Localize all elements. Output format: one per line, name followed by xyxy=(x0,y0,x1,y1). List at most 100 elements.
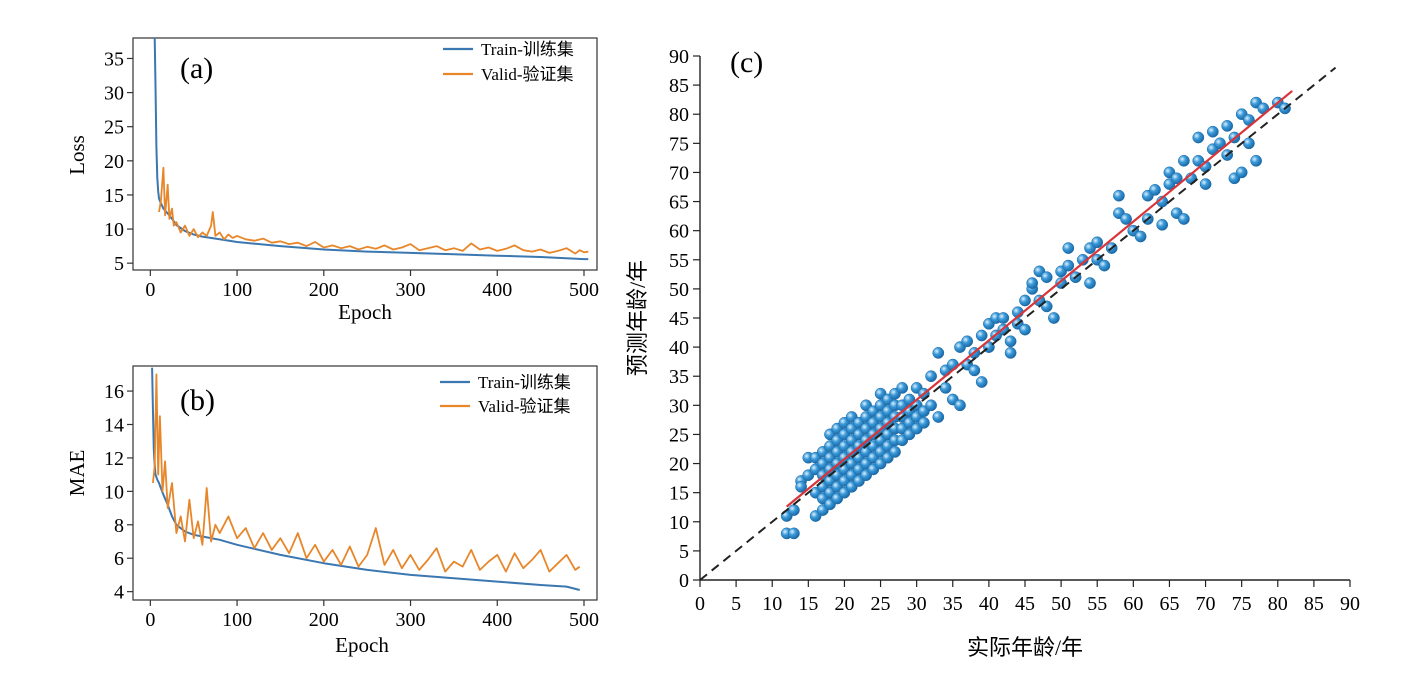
loss-series-line-valid xyxy=(158,166,589,255)
scatter-point xyxy=(954,399,966,412)
scatter-point xyxy=(1098,259,1111,272)
scatter-y-tick-label: 0 xyxy=(679,570,689,592)
identity-line xyxy=(699,66,1337,581)
scatter-y-tick-label: 50 xyxy=(669,279,689,301)
mae-y-tick-label: 8 xyxy=(114,515,124,537)
scatter-y-tick-label: 25 xyxy=(669,424,689,446)
scatter-point xyxy=(1250,154,1262,167)
scatter-point xyxy=(1199,178,1212,190)
fit-line xyxy=(785,90,1293,508)
scatter-point xyxy=(946,358,959,371)
scatter-point xyxy=(939,382,952,394)
scatter-x-axis-label: 实际年龄/年 xyxy=(967,635,1083,660)
loss-legend: Train-训练集 Valid-验证集 xyxy=(443,40,574,84)
mae-legend: Train-训练集 Valid-验证集 xyxy=(440,373,571,416)
mae-x-tick-label: 500 xyxy=(569,609,599,631)
scatter-point xyxy=(925,370,937,383)
scatter-point xyxy=(1134,230,1147,243)
scatter-x-tick-label: 25 xyxy=(871,593,891,615)
scatter-point xyxy=(889,446,901,458)
scatter-y-tick-label: 85 xyxy=(669,75,689,97)
scatter-point xyxy=(932,411,945,423)
scatter-y-tick-label: 35 xyxy=(669,366,689,388)
scatter-x-tick-label: 65 xyxy=(1159,593,1179,615)
loss-x-tick-label: 0 xyxy=(145,279,155,301)
scatter-x-tick-label: 10 xyxy=(762,593,782,615)
scatter-x-tick-label: 30 xyxy=(907,593,927,615)
mae-series-line-valid xyxy=(152,373,581,573)
scatter-y-tick-label: 60 xyxy=(669,221,689,243)
scatter-x-tick-label: 0 xyxy=(695,593,705,615)
mae-y-tick-label: 14 xyxy=(104,415,124,437)
scatter-x-tick-label: 70 xyxy=(1196,593,1216,615)
scatter-x-tick-label: 50 xyxy=(1051,593,1071,615)
loss-x-axis-label: Epoch xyxy=(338,300,392,324)
mae-ticks: 0 100 200 300 400 500 4 6 8 10 12 14 16 xyxy=(104,381,599,631)
scatter-point xyxy=(1120,213,1132,225)
scatter-point xyxy=(795,480,807,493)
loss-y-tick-label: 35 xyxy=(104,48,124,70)
mae-legend-valid-label: Valid-验证集 xyxy=(478,397,571,416)
scatter-point xyxy=(975,376,988,388)
scatter-x-tick-label: 85 xyxy=(1304,593,1324,615)
mae-series-line-train xyxy=(151,367,580,591)
scatter-x-tick-label: 5 xyxy=(731,593,741,615)
scatter-point xyxy=(997,312,1010,324)
scatter-point xyxy=(1084,277,1096,289)
mae-legend-train-label: Train-训练集 xyxy=(478,373,571,392)
scatter-panel-label: (c) xyxy=(730,46,763,79)
scatter-x-tick-label: 35 xyxy=(943,593,963,615)
scatter-point xyxy=(1156,218,1169,231)
scatter-y-tick-label: 55 xyxy=(669,250,689,272)
loss-x-tick-label: 300 xyxy=(396,279,426,301)
loss-ticks: 0 100 200 300 400 500 5 10 15 20 25 30 35 xyxy=(104,48,599,301)
scatter-point xyxy=(925,399,937,412)
scatter-point xyxy=(1243,137,1255,150)
scatter-x-tick-label: 20 xyxy=(834,593,854,615)
mae-plot-frame xyxy=(132,365,598,601)
loss-y-tick-label: 30 xyxy=(104,83,124,105)
scatter-y-tick-label: 5 xyxy=(679,541,689,563)
scatter-point xyxy=(1178,154,1190,167)
scatter-y-tick-label: 90 xyxy=(669,46,689,68)
mae-x-tick-label: 0 xyxy=(145,609,155,631)
scatter-x-tick-label: 45 xyxy=(1015,593,1035,615)
loss-y-tick-label: 20 xyxy=(104,151,124,173)
scatter-ticks: 0 5 10 15 20 25 30 35 40 45 50 55 60 65 70 75 80 85 90 0 5 10… xyxy=(669,46,1360,615)
scatter-points xyxy=(780,96,1291,540)
loss-x-tick-label: 500 xyxy=(569,279,599,301)
scatter-point xyxy=(1062,242,1075,254)
mae-x-tick-label: 400 xyxy=(482,609,512,631)
mae-y-tick-label: 16 xyxy=(104,381,124,403)
scatter-point xyxy=(1026,277,1039,289)
scatter-point xyxy=(968,364,981,377)
scatter-y-tick-label: 10 xyxy=(669,512,689,534)
scatter-y-tick-label: 75 xyxy=(669,133,689,155)
scatter-point xyxy=(932,347,945,359)
loss-legend-valid-label: Valid-验证集 xyxy=(481,65,574,84)
scatter-y-tick-label: 20 xyxy=(669,454,689,476)
scatter-y-tick-label: 65 xyxy=(669,192,689,214)
scatter-x-tick-label: 55 xyxy=(1087,593,1107,615)
mae-panel: 0 100 200 300 400 500 4 6 8 10 12 14 16 (b) Epoch MA… xyxy=(65,365,599,657)
scatter-point xyxy=(1062,259,1075,272)
mae-x-tick-label: 100 xyxy=(222,609,252,631)
scatter-point xyxy=(1091,236,1104,249)
loss-panel-label: (a) xyxy=(180,52,213,85)
loss-legend-train-label: Train-训练集 xyxy=(481,40,574,59)
mae-y-tick-label: 10 xyxy=(104,481,124,503)
scatter-point xyxy=(1206,125,1219,138)
scatter-point xyxy=(1113,189,1125,202)
scatter-point xyxy=(1048,312,1060,324)
scatter-x-tick-label: 90 xyxy=(1340,593,1360,615)
mae-y-tick-label: 12 xyxy=(104,448,124,470)
scatter-point xyxy=(961,335,974,348)
scatter-y-tick-label: 40 xyxy=(669,337,689,359)
loss-y-tick-label: 15 xyxy=(104,185,124,207)
scatter-point xyxy=(1040,271,1053,284)
scatter-y-tick-label: 30 xyxy=(669,395,689,417)
loss-x-tick-label: 100 xyxy=(222,279,252,301)
scatter-point xyxy=(1221,120,1234,132)
